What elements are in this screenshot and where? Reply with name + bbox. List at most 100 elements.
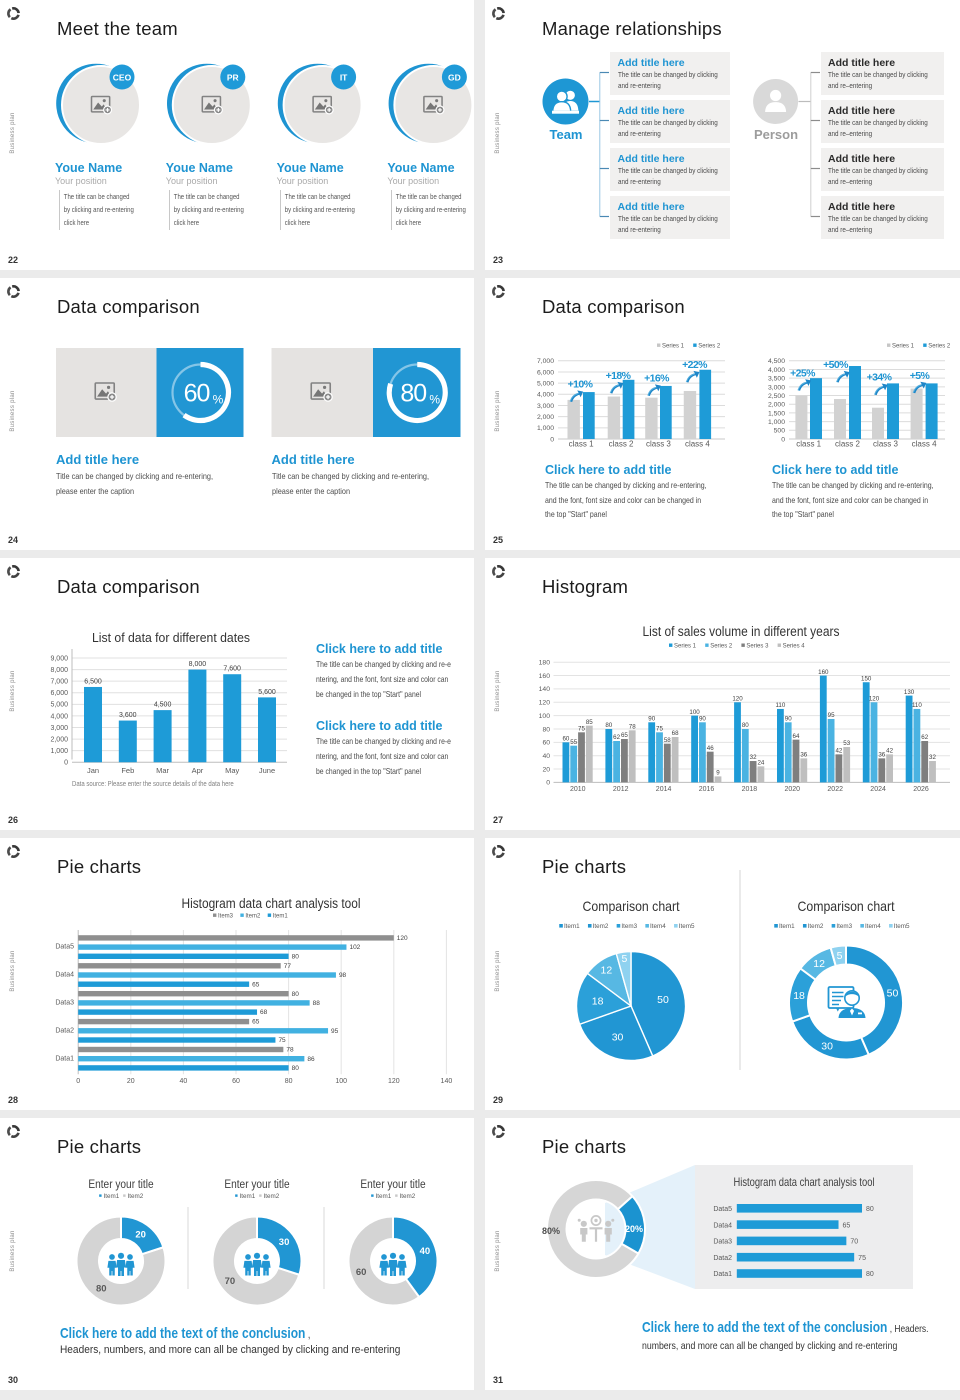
- svg-text:80: 80: [542, 726, 550, 733]
- svg-text:2,000: 2,000: [537, 414, 554, 421]
- svg-text:55: 55: [570, 739, 577, 746]
- svg-text:Series 1: Series 1: [662, 343, 685, 349]
- svg-text:36: 36: [800, 752, 807, 759]
- svg-text:24: 24: [757, 760, 764, 767]
- svg-text:3,000: 3,000: [768, 384, 785, 391]
- svg-text:80: 80: [292, 1065, 300, 1072]
- svg-text:Item3: Item3: [218, 913, 234, 919]
- svg-text:Apr: Apr: [192, 766, 204, 775]
- svg-text:Data3: Data3: [713, 1239, 732, 1246]
- svg-text:Histogram data chart analysis: Histogram data chart analysis tool: [182, 896, 361, 911]
- svg-text:Item2: Item2: [245, 913, 261, 919]
- svg-text:Series 1: Series 1: [892, 343, 915, 349]
- svg-text:77: 77: [284, 963, 292, 970]
- svg-text:42: 42: [835, 748, 842, 755]
- svg-text:120: 120: [397, 935, 408, 942]
- svg-text:4,500: 4,500: [154, 702, 172, 709]
- svg-text:Data2: Data2: [55, 1027, 74, 1034]
- svg-text:50: 50: [887, 987, 899, 999]
- svg-text:5,600: 5,600: [258, 689, 276, 696]
- svg-text:90: 90: [785, 716, 792, 723]
- svg-text:class 3: class 3: [646, 440, 671, 449]
- svg-text:class 1: class 1: [796, 440, 821, 449]
- svg-text:110: 110: [775, 702, 785, 709]
- svg-text:4,000: 4,000: [50, 713, 68, 720]
- svg-text:58: 58: [664, 737, 671, 744]
- svg-text:Item1: Item1: [273, 913, 289, 919]
- svg-text:20: 20: [542, 766, 550, 773]
- svg-text:Item1: Item1: [779, 923, 795, 930]
- svg-text:68: 68: [260, 1009, 268, 1016]
- svg-text:85: 85: [586, 719, 593, 726]
- svg-text:3,600: 3,600: [119, 712, 137, 719]
- svg-text:50: 50: [657, 994, 669, 1006]
- svg-text:18: 18: [793, 990, 805, 1002]
- svg-text:2024: 2024: [870, 786, 886, 793]
- svg-text:1,500: 1,500: [768, 410, 785, 417]
- svg-text:60: 60: [232, 1078, 240, 1085]
- svg-text:+5%: +5%: [910, 370, 931, 382]
- svg-text:Item3: Item3: [621, 923, 637, 930]
- svg-text:2018: 2018: [742, 786, 758, 793]
- svg-text:100: 100: [689, 709, 700, 716]
- svg-text:Series 4: Series 4: [783, 643, 806, 649]
- svg-text:5,000: 5,000: [50, 702, 68, 709]
- svg-text:32: 32: [750, 754, 757, 761]
- svg-text:120: 120: [539, 700, 551, 707]
- svg-text:6,000: 6,000: [50, 690, 68, 697]
- svg-text:Item2: Item2: [593, 923, 609, 930]
- svg-text:List of data for different dat: List of data for different dates: [92, 630, 250, 645]
- svg-text:4,000: 4,000: [768, 367, 785, 374]
- svg-text:9,000: 9,000: [50, 655, 68, 662]
- svg-text:+10%: +10%: [568, 379, 594, 391]
- svg-text:5,000: 5,000: [537, 381, 554, 388]
- svg-text:80: 80: [866, 1206, 874, 1213]
- svg-text:%: %: [429, 393, 440, 407]
- svg-text:68: 68: [672, 730, 679, 737]
- svg-text:Item5: Item5: [679, 923, 695, 930]
- svg-text:5: 5: [622, 953, 628, 965]
- svg-text:2,000: 2,000: [50, 736, 68, 743]
- svg-text:12: 12: [601, 965, 613, 977]
- svg-text:95: 95: [828, 712, 835, 719]
- svg-text:130: 130: [904, 689, 915, 696]
- svg-text:80: 80: [292, 991, 300, 998]
- svg-text:class 3: class 3: [873, 440, 898, 449]
- svg-text:CEO: CEO: [113, 73, 132, 83]
- svg-text:GD: GD: [448, 73, 461, 83]
- svg-text:90: 90: [699, 716, 706, 723]
- svg-text:PR: PR: [227, 73, 239, 83]
- svg-text:4,500: 4,500: [768, 358, 785, 365]
- svg-text:Data4: Data4: [713, 1222, 732, 1229]
- svg-text:Series 2: Series 2: [698, 343, 721, 349]
- svg-text:Item3: Item3: [836, 923, 852, 930]
- svg-text:Feb: Feb: [121, 766, 134, 775]
- svg-text:Item4: Item4: [650, 923, 666, 930]
- svg-text:12: 12: [813, 958, 825, 970]
- svg-text:18: 18: [592, 995, 604, 1007]
- svg-text:2012: 2012: [613, 786, 629, 793]
- svg-text:Series 1: Series 1: [674, 643, 697, 649]
- svg-text:7,000: 7,000: [50, 679, 68, 686]
- svg-text:6,000: 6,000: [537, 369, 554, 376]
- svg-text:86: 86: [307, 1056, 315, 1063]
- svg-text:0: 0: [781, 436, 785, 443]
- svg-text:2020: 2020: [785, 786, 801, 793]
- svg-text:+22%: +22%: [682, 359, 708, 371]
- svg-text:2026: 2026: [913, 786, 929, 793]
- svg-text:75: 75: [656, 726, 663, 733]
- svg-text:100: 100: [335, 1078, 347, 1085]
- svg-text:60: 60: [542, 740, 550, 747]
- svg-text:102: 102: [349, 944, 360, 951]
- svg-text:70: 70: [850, 1239, 858, 1246]
- svg-text:Series 2: Series 2: [710, 643, 733, 649]
- svg-text:Data5: Data5: [55, 944, 74, 951]
- svg-text:3,000: 3,000: [537, 403, 554, 410]
- svg-text:30: 30: [821, 1041, 833, 1053]
- svg-text:150: 150: [861, 675, 872, 682]
- svg-text:100: 100: [539, 713, 551, 720]
- svg-text:110: 110: [912, 702, 922, 709]
- svg-text:3,000: 3,000: [50, 725, 68, 732]
- svg-text:June: June: [259, 766, 275, 775]
- svg-text:80: 80: [400, 380, 426, 408]
